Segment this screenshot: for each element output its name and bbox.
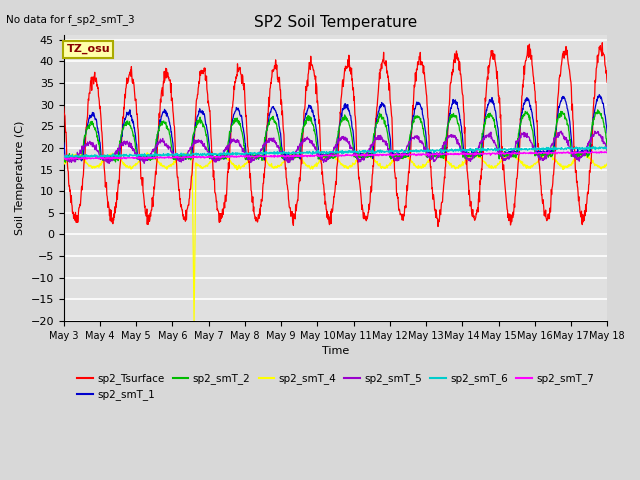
Legend: sp2_Tsurface, sp2_smT_1, sp2_smT_2, sp2_smT_4, sp2_smT_5, sp2_smT_6, sp2_smT_7: sp2_Tsurface, sp2_smT_1, sp2_smT_2, sp2_… bbox=[73, 369, 598, 405]
Y-axis label: Soil Temperature (C): Soil Temperature (C) bbox=[15, 121, 25, 235]
Text: TZ_osu: TZ_osu bbox=[67, 44, 110, 54]
X-axis label: Time: Time bbox=[322, 346, 349, 356]
Text: No data for f_sp2_smT_3: No data for f_sp2_smT_3 bbox=[6, 14, 135, 25]
Title: SP2 Soil Temperature: SP2 Soil Temperature bbox=[254, 15, 417, 30]
